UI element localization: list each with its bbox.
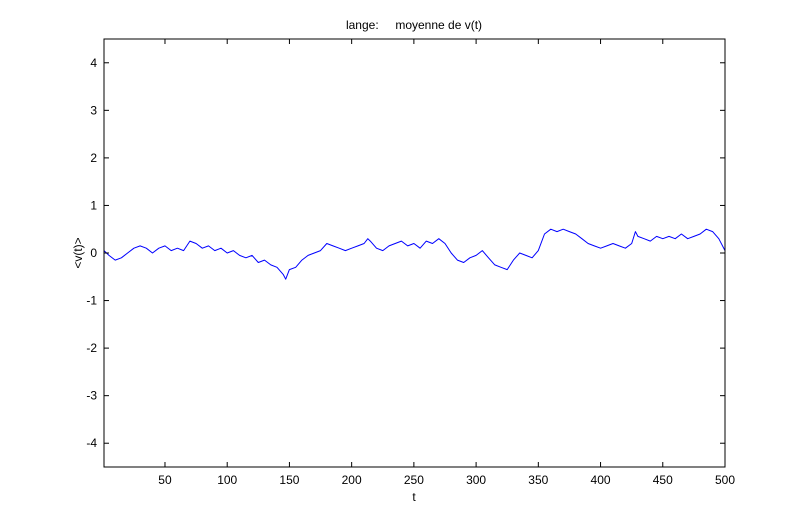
y-tick-label: -1 xyxy=(86,294,97,308)
x-axis: 50 100 150 200 250 300 350 400 450 500 xyxy=(158,39,735,487)
x-tick-label: 450 xyxy=(653,473,673,487)
x-tick-label: 100 xyxy=(217,473,237,487)
x-tick-label: 350 xyxy=(528,473,548,487)
x-tick-label: 200 xyxy=(342,473,362,487)
y-tick-label: -2 xyxy=(86,341,97,355)
chart-title: lange: moyenne de v(t) xyxy=(346,18,482,32)
x-axis-label: t xyxy=(412,490,416,504)
y-tick-label: 1 xyxy=(90,198,97,212)
y-tick-label: -3 xyxy=(86,389,97,403)
y-tick-label: 0 xyxy=(90,246,97,260)
y-tick-label: 4 xyxy=(90,56,97,70)
x-tick-label: 150 xyxy=(279,473,299,487)
plot-background xyxy=(104,39,725,467)
y-axis-label: <v(t)> xyxy=(71,237,85,268)
x-tick-label: 50 xyxy=(158,473,172,487)
x-tick-label: 250 xyxy=(404,473,424,487)
series-line xyxy=(103,228,726,280)
y-tick-label: 2 xyxy=(90,151,97,165)
x-tick-label: 500 xyxy=(715,473,735,487)
x-tick-label: 300 xyxy=(466,473,486,487)
y-tick-label: -4 xyxy=(86,436,97,450)
series-layer xyxy=(103,228,726,280)
y-tick-label: 3 xyxy=(90,103,97,117)
y-axis: -4 -3 -2 -1 0 1 2 3 4 xyxy=(86,56,725,450)
x-tick-label: 400 xyxy=(591,473,611,487)
